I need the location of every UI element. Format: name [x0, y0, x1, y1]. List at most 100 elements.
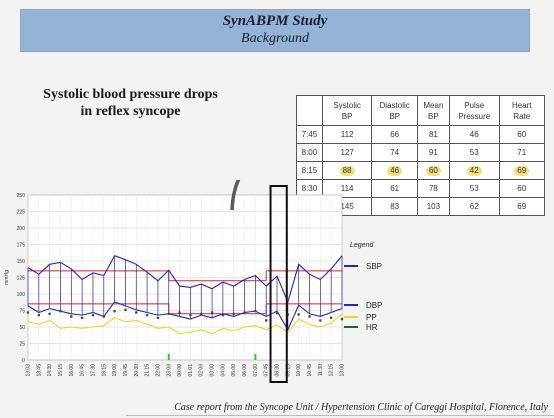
series-line-dbp	[27, 301, 343, 331]
headline-line-2: in reflex syncope	[80, 104, 181, 119]
table-row: 8:00 127 74 91 53 71	[296, 143, 545, 162]
series-line-pp	[27, 313, 343, 335]
series-line-sbp	[27, 255, 343, 304]
x-tick-label: 19:00	[112, 364, 118, 377]
banner-subtitle: Background	[241, 31, 309, 46]
table-cell: 69	[498, 197, 545, 216]
x-tick-label: 05:00	[231, 364, 237, 377]
y-tick-label: 75	[19, 309, 25, 315]
table-cell: 127	[321, 143, 373, 162]
hr-point	[145, 313, 149, 317]
hr-point	[124, 308, 127, 312]
table-cell: 46	[371, 161, 418, 180]
arrow-curve	[230, 180, 241, 211]
table-header-cell: Systolic BP	[321, 95, 373, 126]
y-tick-label: 0	[22, 358, 25, 364]
hr-point	[221, 313, 225, 317]
x-tick-label: 03:00	[210, 364, 216, 377]
table-header-cell: Diastolic BP	[371, 95, 418, 126]
hr-point	[59, 309, 62, 313]
hr-point	[80, 316, 84, 320]
y-tick-label: 25	[19, 342, 25, 348]
table-cell: 83	[371, 197, 418, 216]
hr-point	[199, 312, 203, 316]
hr-point	[210, 311, 214, 314]
x-tick-label: 14:30	[47, 364, 53, 377]
title-banner: SynABPM Study Background	[20, 9, 530, 52]
case-report-caption: Case report from the Syncope Unit / Hype…	[174, 402, 548, 413]
x-tick-label: 13:00	[340, 364, 346, 377]
table-header-row: Systolic BP Diastolic BP Mean BP Pulse Pressure…	[296, 95, 545, 126]
legend-title: Legend	[350, 242, 374, 249]
table-row: 8:15 88 46 60 42 69	[296, 161, 545, 180]
table-row: 7:45 112 66 81 46 60	[296, 125, 545, 144]
x-tick-label: 11:30	[318, 364, 324, 376]
table-cell: 60	[416, 161, 450, 180]
abpm-chart: 0 25 50 75 100 125 150 175 200 225 250 13:03 13:45 14…	[4, 180, 382, 383]
table-time-cell: 7:45	[296, 125, 323, 144]
y-tick-label: 100	[17, 292, 26, 298]
hr-point	[48, 312, 51, 316]
table-header-cell: Mean BP	[416, 95, 450, 126]
x-tick-label: 13:45	[36, 364, 42, 377]
hr-point	[102, 315, 106, 318]
syncope-highlight-box	[269, 185, 288, 383]
x-tick-label: 08:30	[275, 364, 281, 377]
hr-point	[340, 317, 344, 321]
x-tick-label: 09:15	[285, 364, 291, 377]
legend-label-pp: PP	[366, 313, 377, 322]
hr-point	[26, 311, 30, 314]
x-tick-label: 16:00	[69, 364, 75, 377]
hr-point	[319, 319, 322, 322]
x-tick-label: 20:30	[134, 364, 140, 377]
hr-point	[91, 313, 95, 317]
hr-point	[156, 316, 160, 320]
y-tick-label: 250	[17, 193, 26, 199]
y-tick-label: 175	[17, 243, 26, 249]
y-tick-label: 200	[17, 226, 26, 232]
x-tick-label: 07:00	[253, 364, 259, 377]
y-tick-label: 150	[17, 259, 26, 265]
x-tick-label: 22:00	[155, 364, 161, 377]
x-tick-label: 07:45	[264, 364, 270, 377]
x-tick-label: 10:45	[307, 364, 313, 377]
hr-point	[113, 309, 116, 313]
table-cell: 74	[371, 143, 418, 162]
y-tick-label: 225	[17, 210, 26, 216]
table-cell: 62	[448, 197, 500, 216]
hr-point	[329, 316, 333, 320]
table-cell: 112	[321, 125, 373, 144]
table-cell: 91	[416, 143, 450, 162]
table-header-cell	[296, 95, 323, 126]
table-time-cell: 8:15	[296, 161, 323, 180]
hr-point	[297, 313, 300, 316]
caption-divider	[126, 415, 554, 416]
x-tick-label: 02:00	[199, 364, 205, 377]
table-time-cell: 8:00	[296, 143, 323, 162]
y-tick-label: 125	[17, 276, 26, 282]
x-tick-label: 17:30	[90, 364, 96, 377]
event-marker	[254, 354, 257, 360]
x-tick-label: 13:03	[26, 364, 32, 377]
hr-point	[178, 311, 181, 314]
x-tick-label: 15:15	[58, 364, 64, 377]
table-cell: 66	[371, 125, 418, 144]
hr-point	[232, 312, 236, 316]
hr-point	[308, 315, 311, 318]
hr-point	[264, 319, 268, 322]
x-tick-label: 01:01	[188, 364, 194, 377]
headline-line-1: Systolic blood pressure drops	[43, 87, 218, 102]
table-header-cell: Heart Rate	[498, 95, 545, 126]
slide-headline: Systolic blood pressure drops in reflex …	[18, 86, 243, 120]
hr-point	[37, 313, 41, 317]
hr-point	[275, 311, 279, 315]
table-cell: 46	[448, 125, 500, 144]
table-cell: 53	[448, 143, 500, 162]
legend-label-hr: HR	[366, 323, 378, 332]
x-tick-label: 18:15	[101, 364, 107, 377]
table-cell: 71	[498, 143, 545, 162]
x-tick-label: 12:15	[329, 364, 335, 377]
hr-point	[70, 315, 73, 318]
event-marker	[167, 354, 170, 360]
x-tick-label: 19:45	[123, 364, 129, 377]
